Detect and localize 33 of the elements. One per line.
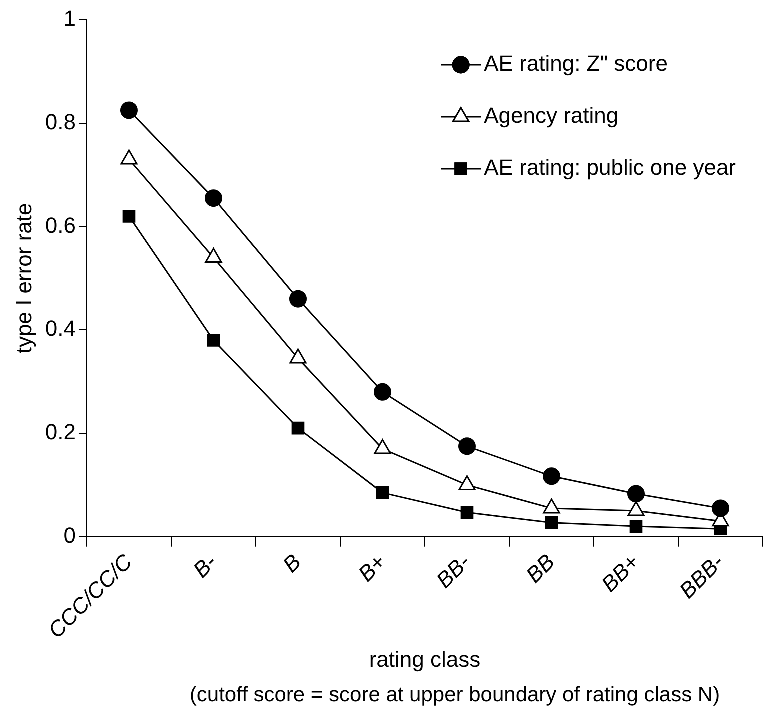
x-tick-label: BB: [521, 549, 560, 588]
point: [292, 422, 305, 435]
point: [630, 520, 643, 533]
point: [289, 290, 307, 308]
y-tick-label: 0.6: [45, 212, 76, 238]
point: [376, 486, 390, 500]
y-axis-title: type I error rate: [11, 203, 36, 354]
y-tick-label: 0.4: [45, 316, 76, 342]
point: [204, 190, 222, 208]
y-tick-label: 1: [64, 6, 76, 32]
x-axis-title: rating class: [369, 646, 481, 672]
legend-label: AE rating: public one year: [484, 155, 736, 180]
text: (cutoff score = score at upper boundary of rating class N): [190, 683, 720, 706]
point: [627, 485, 645, 503]
point: [120, 102, 138, 120]
point: [460, 506, 474, 519]
point: [374, 383, 392, 401]
y-tick-label: 0.2: [45, 420, 76, 445]
x-tick-label: BB-: [431, 549, 476, 594]
y-tick-label: 0: [64, 522, 76, 548]
x-tick-label: B+: [353, 549, 391, 587]
point: [458, 438, 476, 456]
x-tick-label: B-: [188, 549, 222, 583]
x-tick-label: B: [278, 549, 306, 578]
y-tick-label: 0.8: [45, 109, 76, 134]
point: [545, 516, 558, 530]
point: [122, 210, 136, 223]
x-tick-label: BB+: [596, 549, 644, 597]
point: [712, 500, 730, 518]
legend-label: AE rating: Z" score: [484, 51, 668, 76]
legend-label: Agency rating: [484, 103, 619, 128]
point: [542, 468, 560, 486]
point: [207, 334, 220, 347]
